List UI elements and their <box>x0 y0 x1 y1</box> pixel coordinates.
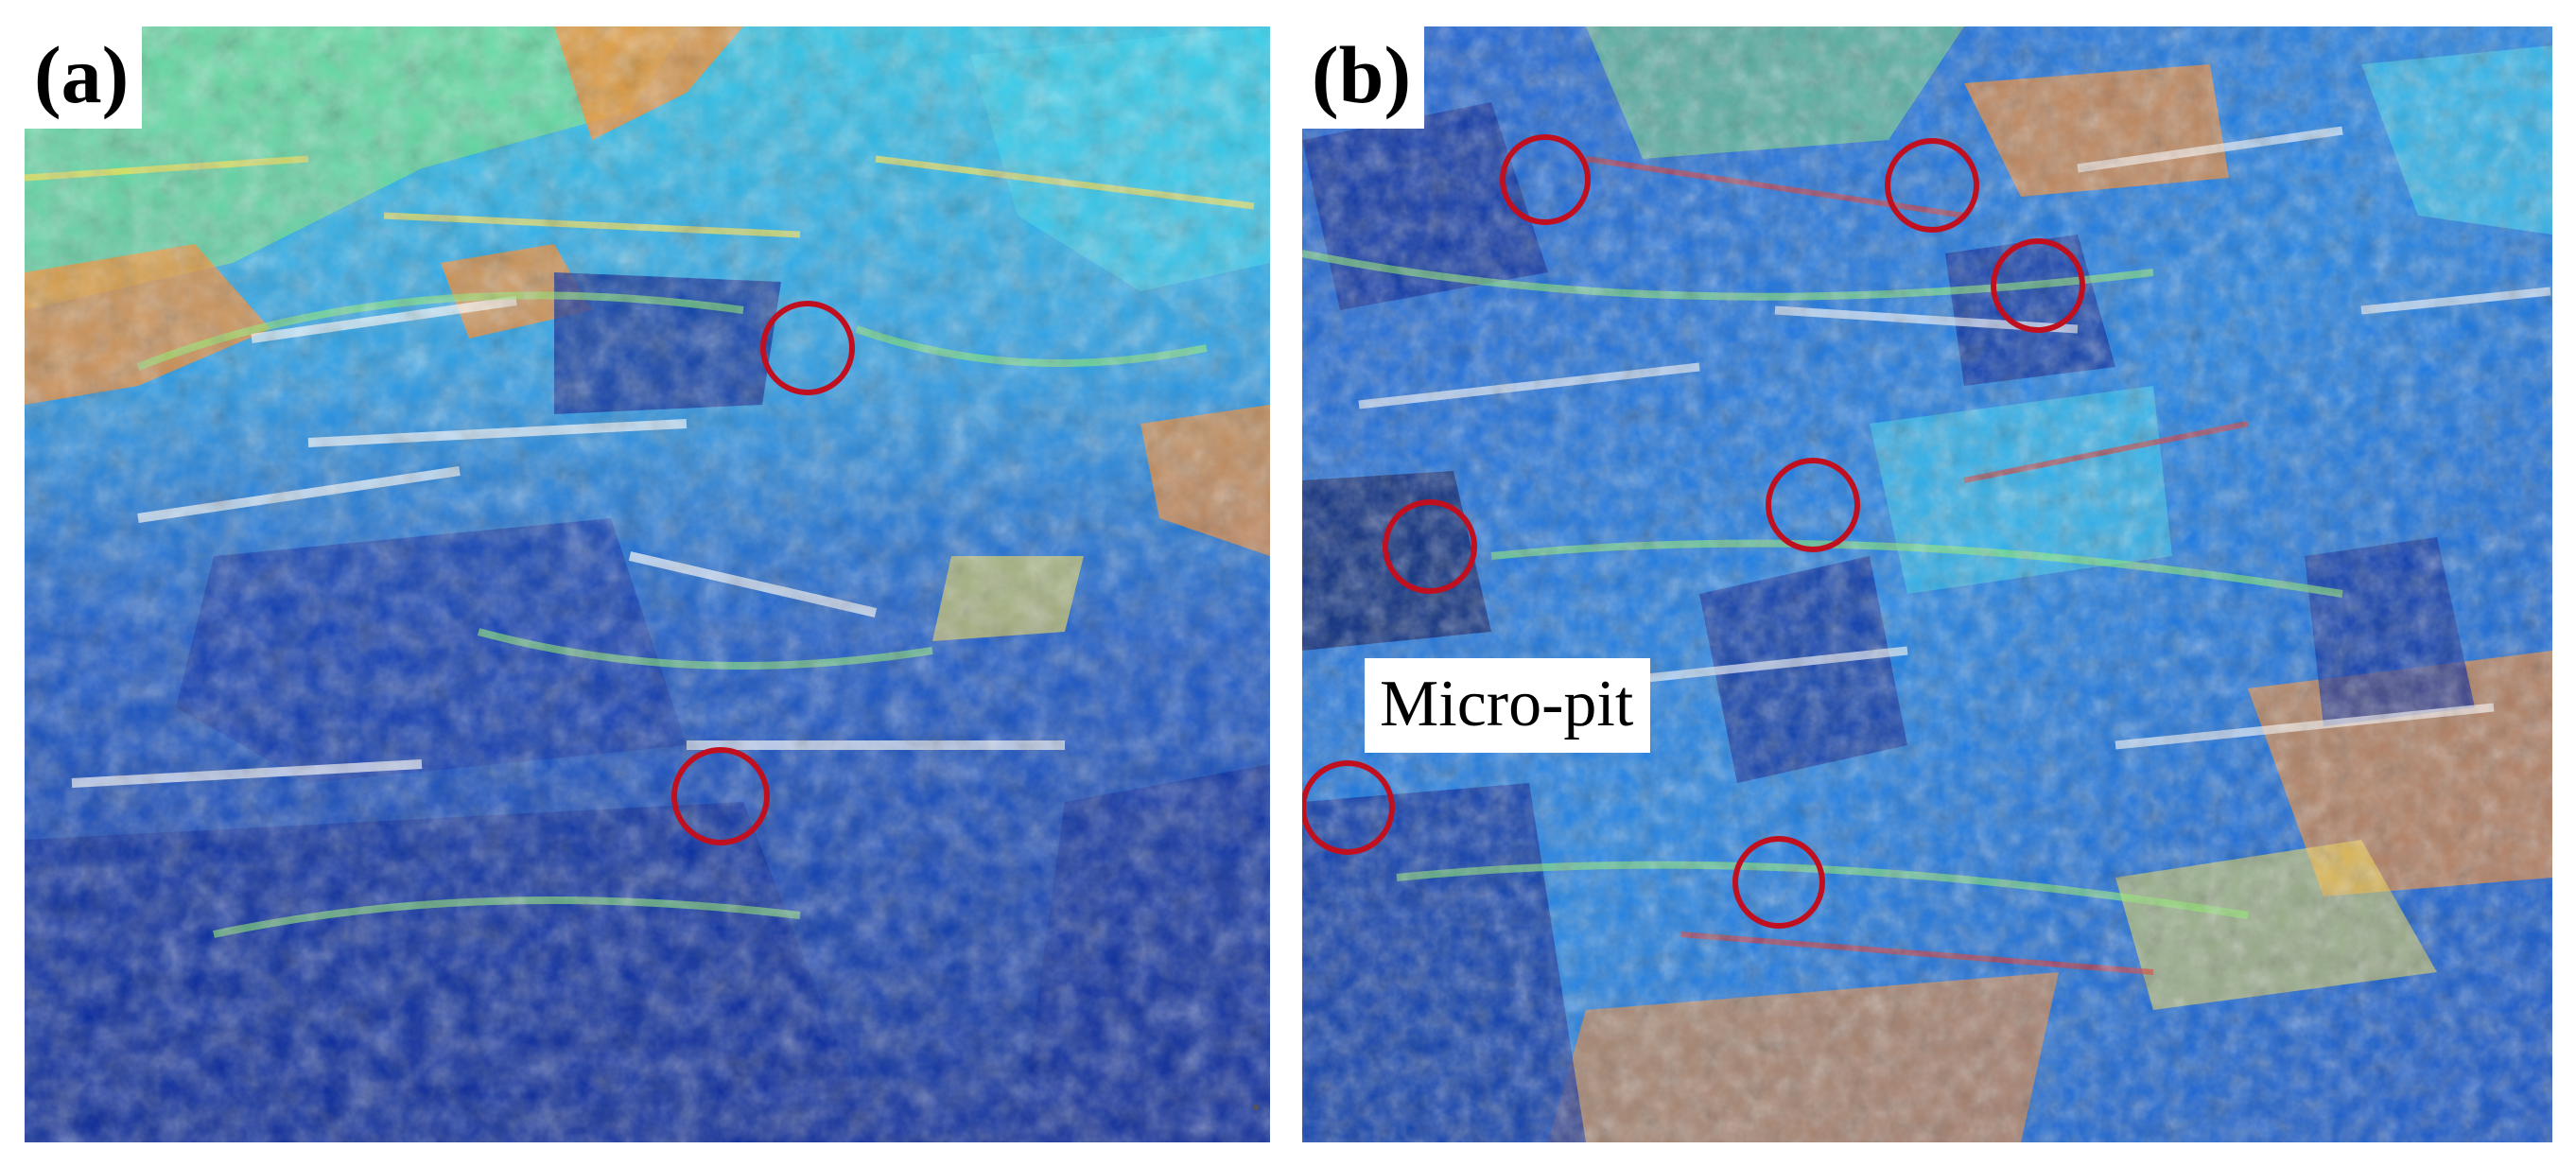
micro-pit-marker-icon <box>1302 760 1395 855</box>
micro-pit-marker-icon <box>1885 138 1979 233</box>
panel-b-image: (b) Micro-pit <box>1302 26 2552 1142</box>
panel-a-image: (a) <box>25 26 1270 1142</box>
micro-pit-marker-icon <box>760 301 855 395</box>
micro-pit-marker-icon <box>1766 458 1860 552</box>
panel-label: (b) <box>1302 26 1425 129</box>
micro-pit-marker-icon <box>1500 134 1591 225</box>
panel-label: (a) <box>25 26 143 129</box>
micro-pit-marker-icon <box>671 747 770 845</box>
micro-pit-annotation: Micro-pit <box>1365 658 1651 753</box>
micro-pit-marker-icon <box>1383 499 1477 594</box>
panel-a-texture <box>25 26 1270 1142</box>
micro-pit-marker-icon <box>1991 238 2085 333</box>
decorative-dot <box>1253 1105 1259 1110</box>
micro-pit-marker-icon <box>1732 836 1825 929</box>
